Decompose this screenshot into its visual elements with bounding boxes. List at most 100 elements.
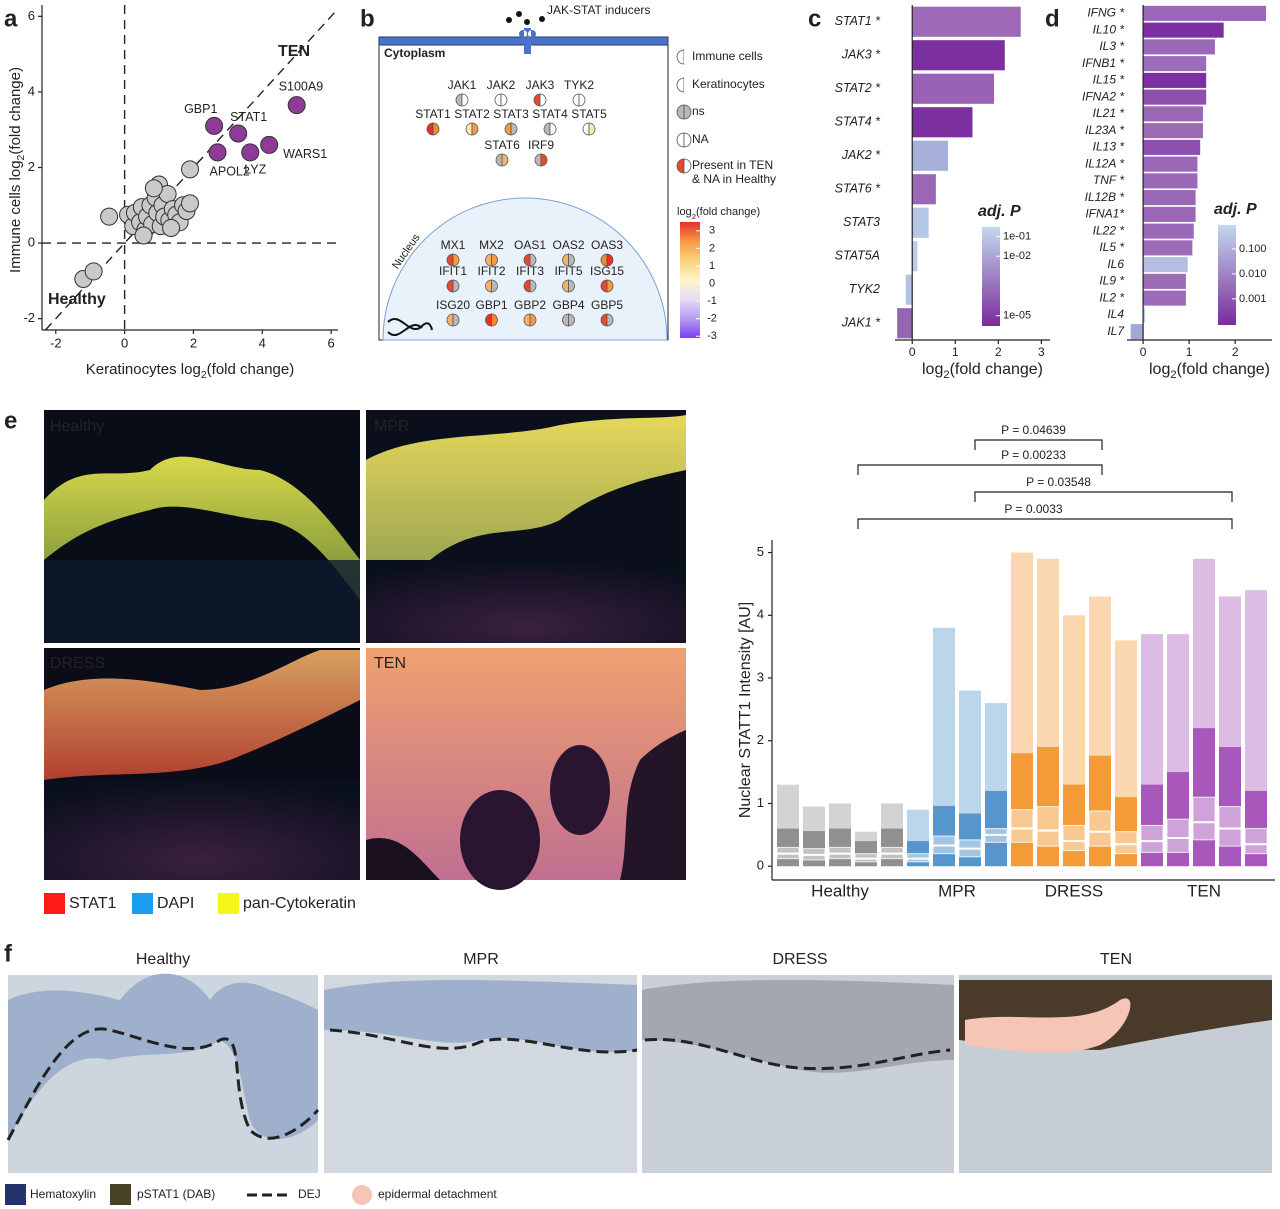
gene-marker xyxy=(426,122,434,136)
inducer xyxy=(506,17,512,23)
box xyxy=(1166,818,1190,853)
legend-label: DAPI xyxy=(157,895,194,912)
dej-line xyxy=(329,1028,638,1054)
category-label: IFNA1* xyxy=(1085,207,1124,221)
legend-marker xyxy=(676,132,685,148)
colorbar-tick-label: -3 xyxy=(707,330,717,342)
x-tick-label: 2 xyxy=(1232,345,1239,359)
colorbar xyxy=(680,222,700,338)
image-label: TEN xyxy=(1100,951,1132,968)
gene-marker xyxy=(494,93,502,107)
category-label: IL2 * xyxy=(1099,290,1124,304)
gene-name: MX1 xyxy=(441,238,466,252)
epidermis xyxy=(366,415,686,600)
p-value: P = 0.03548 xyxy=(1026,475,1091,489)
colorbar-tick-label: 1 xyxy=(709,260,715,272)
bar xyxy=(905,274,913,305)
x-tick-label: 2 xyxy=(190,335,197,350)
gene-name: GBP2 xyxy=(514,298,546,312)
group-label: DRESS xyxy=(1045,881,1104,900)
point-label: APOL2 xyxy=(210,165,250,179)
colorbar-title: adj. P xyxy=(978,203,1021,220)
x-tick-label: 1 xyxy=(1186,345,1193,359)
category-label: JAK3 * xyxy=(841,48,881,62)
category-label: IL12B * xyxy=(1085,190,1125,204)
point xyxy=(100,207,119,226)
legend-marker xyxy=(676,77,685,93)
gene-name: MX2 xyxy=(479,238,504,252)
group-label: TEN xyxy=(1187,881,1221,900)
bar xyxy=(1143,39,1215,55)
nucleus xyxy=(382,197,668,341)
point xyxy=(162,218,181,237)
category-label: IL4 xyxy=(1107,307,1124,321)
gene-name: IFIT2 xyxy=(477,264,505,278)
gene-marker xyxy=(529,279,537,293)
text-part: log xyxy=(922,361,943,378)
text-part: Keratinocytes log xyxy=(86,361,201,378)
bar xyxy=(912,40,1005,71)
colorbar-tick-label: 0.100 xyxy=(1239,243,1267,255)
gene-name: GBP5 xyxy=(591,298,623,312)
gene-name: IFIT1 xyxy=(439,264,467,278)
legend-swatch xyxy=(218,893,239,914)
colorbar-tick-label: 1e-02 xyxy=(1003,250,1031,262)
axis-title: Nuclear STATT1 Intensity [AU] xyxy=(737,602,754,818)
legend-label: epidermal detachment xyxy=(378,1187,497,1201)
text-part: log xyxy=(677,206,692,218)
epidermis xyxy=(44,456,360,600)
legend-marker xyxy=(676,49,685,65)
x-tick-label: 4 xyxy=(259,335,266,350)
point xyxy=(205,116,224,135)
gene-marker xyxy=(501,153,509,167)
panel-letter: e xyxy=(4,407,17,434)
bar xyxy=(1143,56,1207,72)
box xyxy=(1114,831,1138,855)
colorbar-tick-label: 2 xyxy=(709,242,715,254)
text-part: (fold change) xyxy=(1177,361,1270,378)
gene-name: TYK2 xyxy=(564,78,594,92)
gene-marker xyxy=(500,93,508,107)
legend-swatch xyxy=(110,1184,131,1205)
subscript: 2 xyxy=(15,154,27,160)
gene-marker xyxy=(465,122,473,136)
x-tick-label: -2 xyxy=(50,335,62,350)
colorbar-tick-label: 0.001 xyxy=(1239,293,1267,305)
dermis xyxy=(44,780,360,880)
category-label: STAT2 * xyxy=(835,81,882,95)
gene-marker xyxy=(529,253,537,267)
y-tick-label: 0 xyxy=(757,858,764,873)
point xyxy=(84,262,103,281)
colorbar-title: adj. P xyxy=(1214,201,1257,218)
legend-marker xyxy=(683,158,692,174)
subscript: 2 xyxy=(692,212,696,221)
y-tick-label: 2 xyxy=(28,159,35,174)
gene-name: JAK3 xyxy=(526,78,555,92)
axis-title: Keratinocytes log2(fold change) xyxy=(86,361,294,381)
bar xyxy=(1143,72,1207,88)
p-value: P = 0.04639 xyxy=(1001,423,1066,437)
dermis xyxy=(366,838,440,880)
legend-marker xyxy=(684,78,691,92)
category-label: JAK2 * xyxy=(841,148,881,162)
annotation: TEN xyxy=(278,43,310,60)
category-label: JAK1 * xyxy=(841,316,881,330)
legend-label: & NA in Healthy xyxy=(692,172,776,186)
dermal-papilla xyxy=(460,790,540,890)
category-label: IL23A * xyxy=(1085,123,1124,137)
bar xyxy=(912,73,995,104)
gene-marker xyxy=(452,253,460,267)
colorbar-tick-label: 0 xyxy=(709,277,715,289)
gene-name: IRF9 xyxy=(528,138,554,152)
y-tick-label: 4 xyxy=(757,607,764,622)
category-label: IFNB1 * xyxy=(1082,56,1124,70)
gene-marker xyxy=(582,122,590,136)
bar xyxy=(1143,223,1194,239)
legend-marker xyxy=(683,132,692,148)
gene-marker xyxy=(491,313,498,327)
dermis xyxy=(366,560,686,643)
category-label: IL10 * xyxy=(1093,22,1125,36)
bar xyxy=(912,174,936,205)
bar xyxy=(1143,290,1186,306)
image-label: Healthy xyxy=(136,951,190,968)
